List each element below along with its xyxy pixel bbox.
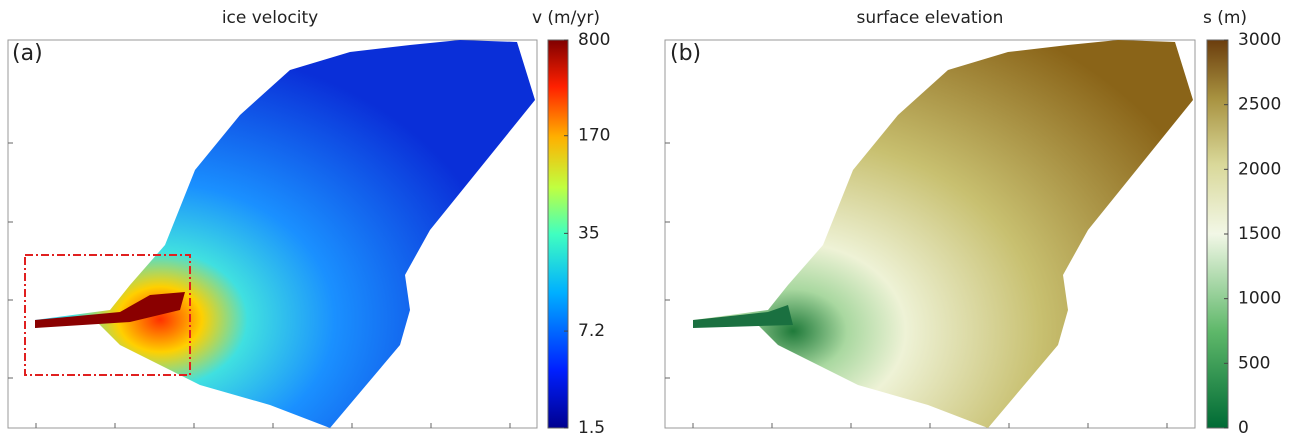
outlet-tongue — [693, 305, 793, 328]
colorbar — [547, 39, 569, 429]
colorbar-tick-label: 1000 — [1238, 289, 1281, 309]
panel-label: (a) — [12, 41, 43, 66]
outlet-tongue — [35, 292, 185, 328]
colorbar-tick-label: 0 — [1238, 418, 1249, 438]
panel-a: ice velocity (a) v (m/yr) — [7, 8, 600, 429]
colorbar-label: s (m) — [1203, 8, 1247, 28]
colorbar-tick-label: 800 — [578, 30, 610, 50]
panel-b: surface elevation (b) s (m) — [664, 8, 1247, 429]
colorbar-tick-label: 170 — [578, 126, 610, 146]
colorbar-tick-label: 7.2 — [578, 321, 605, 341]
colorbar-tick-label: 35 — [578, 223, 600, 243]
colorbar-tick-label: 1.5 — [578, 418, 605, 438]
colorbar-tick-label: 500 — [1238, 353, 1270, 373]
inset-box — [24, 254, 191, 376]
colorbar-tick-label: 1500 — [1238, 224, 1281, 244]
panel-label: (b) — [670, 41, 701, 66]
colorbar-tick-label: 2000 — [1238, 159, 1281, 179]
colorbar-tick-label: 2500 — [1238, 95, 1281, 115]
glacier-velocity-field — [35, 40, 535, 428]
panel-title: ice velocity — [222, 8, 318, 28]
colorbar-label: v (m/yr) — [532, 8, 600, 28]
colorbar-tick-label: 3000 — [1238, 30, 1281, 50]
glacier-elevation-field — [693, 40, 1193, 428]
panel-title: surface elevation — [857, 8, 1004, 28]
